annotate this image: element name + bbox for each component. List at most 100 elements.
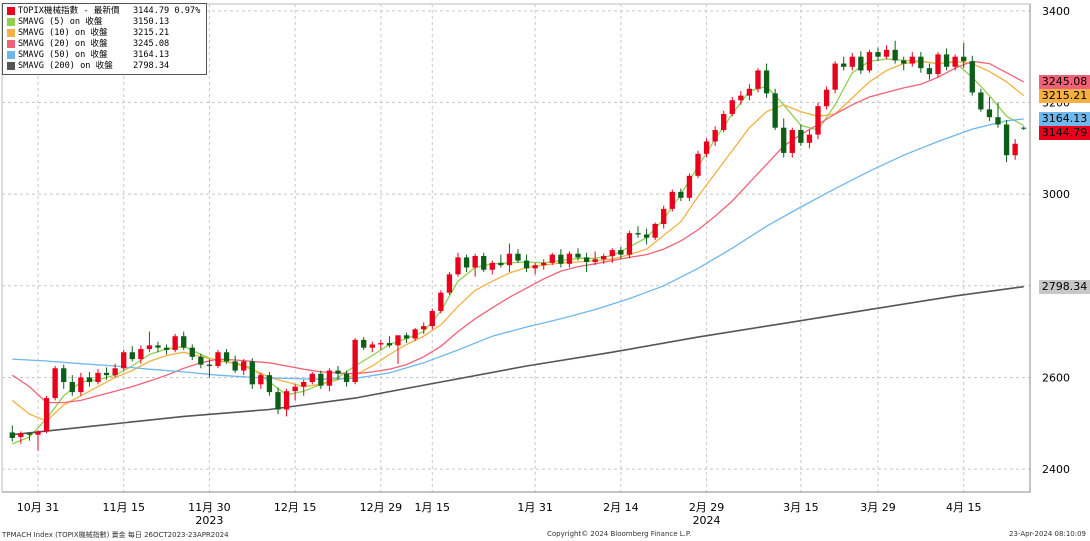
x-tick-label: 2月 29 — [689, 501, 725, 514]
price-tag: 2798.34 — [1039, 279, 1090, 294]
legend-value: 3144.79 — [133, 6, 170, 16]
candle-body — [412, 329, 418, 339]
ma-line-2 — [11, 60, 1025, 422]
candle-body — [601, 256, 607, 260]
candle-body — [206, 364, 213, 366]
candle-body — [112, 368, 118, 376]
legend-value: 3150.13 — [133, 17, 170, 27]
legend-swatch — [7, 61, 15, 70]
y-tick-label: 3400 — [1042, 5, 1070, 18]
candle-body — [883, 49, 890, 57]
legend-item-topix: TOPIX機械指數 - 最新價 3144.79 0.97% — [7, 6, 200, 17]
candle-body — [481, 256, 487, 270]
candle-body — [472, 256, 478, 268]
legend-item-sma50: SMAVG (50) on 收盤 3164.13 — [7, 50, 175, 61]
candle-body — [232, 361, 238, 371]
candle-body — [506, 253, 513, 266]
candle-body — [155, 345, 161, 348]
candle-body — [523, 260, 530, 269]
candle-body — [755, 70, 761, 89]
candle-body — [575, 253, 581, 258]
candle-body — [806, 134, 813, 143]
legend-swatch — [7, 17, 15, 26]
price-tag: 3144.79 — [1039, 125, 1090, 140]
legend-label: SMAVG (5) on 收盤 — [18, 17, 103, 27]
candle-body — [1003, 124, 1010, 156]
candle-body — [129, 352, 135, 360]
candle-body — [669, 191, 675, 209]
candle-body — [138, 349, 144, 360]
candle-body — [18, 433, 24, 438]
candle-body — [686, 175, 693, 198]
candle-body — [832, 63, 838, 90]
legend-item-sma10: SMAVG (10) on 收盤 3215.21 — [7, 28, 175, 39]
candle-body — [823, 89, 830, 107]
legend-value: 3164.13 — [133, 50, 170, 60]
candle-body — [266, 375, 273, 393]
candle-body — [875, 52, 881, 57]
candle-body — [172, 336, 178, 350]
candle-body — [326, 370, 333, 386]
candle-body — [335, 370, 341, 374]
candle-body — [592, 259, 598, 262]
ma-line-3 — [11, 60, 1025, 404]
candle-body — [626, 233, 633, 255]
candle-body — [69, 382, 75, 393]
candle-body — [909, 56, 915, 64]
candle-body — [438, 292, 444, 312]
legend-label: TOPIX機械指數 - 最新價 — [18, 6, 120, 16]
candle-body — [738, 95, 744, 101]
legend-change: 0.97% — [174, 6, 201, 16]
candle-body — [549, 254, 555, 263]
candle-body — [695, 153, 701, 176]
candle-body — [515, 253, 521, 261]
candle-body — [1021, 127, 1027, 129]
candle-body — [403, 335, 410, 339]
x-tick-label: 2月 14 — [603, 501, 639, 514]
candle-body — [249, 361, 255, 385]
candle-body — [558, 254, 564, 264]
legend-value: 3245.08 — [133, 39, 170, 49]
x-tick-label: 3月 29 — [860, 501, 896, 514]
candle-body — [841, 63, 847, 67]
legend-value: 3215.21 — [133, 28, 170, 38]
candle-body — [995, 117, 1001, 125]
candle-body — [455, 257, 461, 275]
candle-body — [986, 109, 993, 118]
candle-body — [772, 93, 778, 128]
legend-label: SMAVG (200) on 收盤 — [18, 61, 113, 71]
footer-timestamp: 23-Apr-2024 08:10:09 — [1009, 530, 1086, 538]
candle-body — [121, 352, 127, 369]
candle-body — [429, 311, 435, 327]
ma-line-5 — [12, 285, 1024, 436]
candle-body — [95, 372, 101, 383]
candle-body — [463, 257, 470, 268]
candle-body — [849, 56, 855, 67]
candle-body — [241, 361, 247, 371]
candle-body — [892, 49, 898, 61]
candle-body — [746, 88, 753, 96]
candle-body — [763, 70, 770, 94]
candle-body — [781, 127, 787, 153]
candle-body — [789, 130, 795, 153]
candle-body — [703, 141, 710, 154]
candle-body — [858, 56, 864, 71]
legend-label: SMAVG (10) on 收盤 — [18, 28, 108, 38]
candle-body — [301, 382, 307, 387]
candle-body — [661, 208, 667, 224]
candle-body — [343, 373, 350, 383]
candle-body — [446, 274, 453, 293]
candle-body — [198, 356, 204, 365]
candle-body — [1012, 143, 1018, 156]
candle-body — [541, 262, 547, 266]
candle-body — [361, 339, 367, 348]
price-tag: 3245.08 — [1039, 74, 1090, 89]
y-tick-label: 3000 — [1042, 188, 1070, 201]
candle-body — [866, 52, 873, 71]
candle-body — [712, 130, 718, 142]
x-tick-label: 1月 15 — [415, 501, 451, 514]
candle-body — [292, 386, 298, 392]
legend-label: SMAVG (20) on 收盤 — [18, 39, 108, 49]
candle-body — [901, 60, 907, 64]
